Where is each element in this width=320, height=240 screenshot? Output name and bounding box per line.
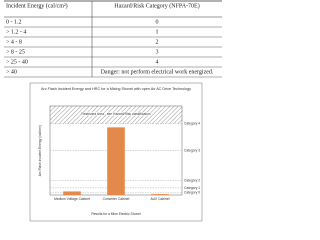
threshold-label: Category 3 xyxy=(184,148,200,152)
table-cell: 4 xyxy=(156,59,159,65)
x-tick-label: Medium Voltage Cabinet xyxy=(54,197,90,201)
document: Incident Energy (cal/cm²) Hazard/Risk Cat… xyxy=(4,0,222,222)
table-cell: > 4 - 8 xyxy=(6,39,22,45)
table-cell: 1 xyxy=(156,29,159,35)
page: Incident Energy (cal/cm²) Hazard/Risk Cat… xyxy=(4,0,222,222)
restricted-label: Restricted Area - see Hazard/Risk classi… xyxy=(81,112,150,116)
table-cell: 2 xyxy=(156,39,159,45)
table-cell: > 25 - 40 xyxy=(6,59,28,65)
table-cell: > 40 xyxy=(6,69,17,75)
bar xyxy=(107,127,125,195)
x-axis-label: Results for a Mine Electric Shovel xyxy=(91,212,141,216)
table-cell: 0 - 1.2 xyxy=(6,19,22,25)
table-cell: > 8 - 25 xyxy=(6,49,25,55)
chart-frame xyxy=(29,82,203,222)
bar xyxy=(151,194,169,195)
x-tick-label: Converter Cabinet xyxy=(103,197,130,201)
table-header: Hazard/Risk Category (NFPA-70E) xyxy=(114,2,199,9)
x-tick-label: AUX Cabinet xyxy=(150,197,169,201)
restricted-zone xyxy=(50,106,182,124)
table-cell: 0 xyxy=(156,19,159,25)
restricted-label: Restricted Area - see Hazard/Risk classi… xyxy=(81,112,150,116)
y-axis-label: Arc Flash Incident Energy (cal/cm²) xyxy=(38,125,42,176)
table-cell: > 1.2 - 4 xyxy=(6,29,26,35)
threshold-label: Category 0 xyxy=(184,191,200,195)
bar xyxy=(63,191,81,195)
table-cell: Danger: not perform electrical work ener… xyxy=(101,68,214,75)
table-header: Incident Energy (cal/cm²) xyxy=(6,2,68,9)
chart-title: Arc Flash Incident Energy and HRC for a … xyxy=(41,87,191,91)
threshold-label: Category 1 xyxy=(184,186,200,190)
table-cell: 3 xyxy=(156,49,159,55)
threshold-label: Category 4 xyxy=(184,122,200,126)
threshold-label: Category 2 xyxy=(184,179,200,183)
